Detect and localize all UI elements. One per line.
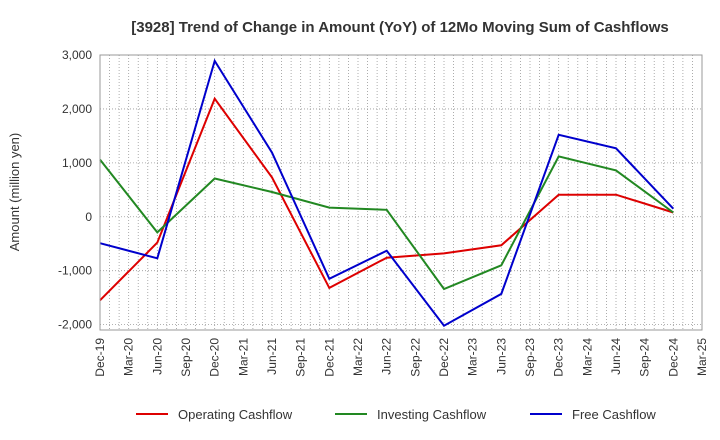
x-tick-label: Dec-24: [666, 338, 680, 377]
y-tick-label: -2,000: [58, 318, 92, 332]
x-tick-label: Dec-23: [552, 338, 566, 377]
x-tick-label: Mar-23: [466, 338, 480, 376]
x-tick-label: Mar-20: [122, 338, 136, 376]
y-tick-label: -1,000: [58, 264, 92, 278]
x-tick-label: Mar-25: [695, 338, 709, 376]
series-line: [99, 96, 674, 302]
y-axis-label: Amount (million yen): [7, 133, 22, 252]
x-tick-label: Mar-22: [351, 338, 365, 376]
x-tick-label: Jun-23: [494, 338, 508, 375]
x-tick-label: Dec-22: [437, 338, 451, 377]
x-tick-label: Sep-20: [179, 338, 193, 377]
y-tick-label: 1,000: [62, 156, 92, 170]
series-lines: [99, 58, 675, 327]
x-tick-label: Sep-22: [408, 338, 422, 377]
x-tick-label: Mar-21: [236, 338, 250, 376]
legend-label: Operating Cashflow: [178, 407, 293, 422]
series-line: [99, 155, 674, 291]
x-tick-label: Sep-23: [523, 338, 537, 377]
x-tick-label: Jun-24: [609, 338, 623, 375]
chart-title: [3928] Trend of Change in Amount (YoY) o…: [131, 19, 669, 36]
grid-lines: [99, 54, 703, 330]
x-tick-label: Sep-24: [638, 338, 652, 377]
legend-label: Investing Cashflow: [377, 407, 487, 422]
legend: Operating Cashflow Investing Cashflow Free…: [136, 407, 656, 422]
series-line: [99, 58, 675, 327]
x-tick-label: Jun-21: [265, 338, 279, 375]
x-tick-label: Jun-22: [380, 338, 394, 375]
y-tick-label: 0: [85, 210, 92, 224]
y-tick-label: 3,000: [62, 48, 92, 62]
x-tick-label: Mar-24: [580, 338, 594, 376]
x-tick-label: Jun-20: [150, 338, 164, 375]
legend-label: Free Cashflow: [572, 407, 656, 422]
x-tick-label: Sep-21: [294, 338, 308, 377]
x-tick-label: Dec-20: [208, 338, 222, 377]
y-tick-label: 2,000: [62, 102, 92, 116]
x-tick-label: Dec-19: [93, 338, 107, 377]
x-tick-label: Dec-21: [322, 338, 336, 377]
plot-frame: [99, 54, 703, 331]
